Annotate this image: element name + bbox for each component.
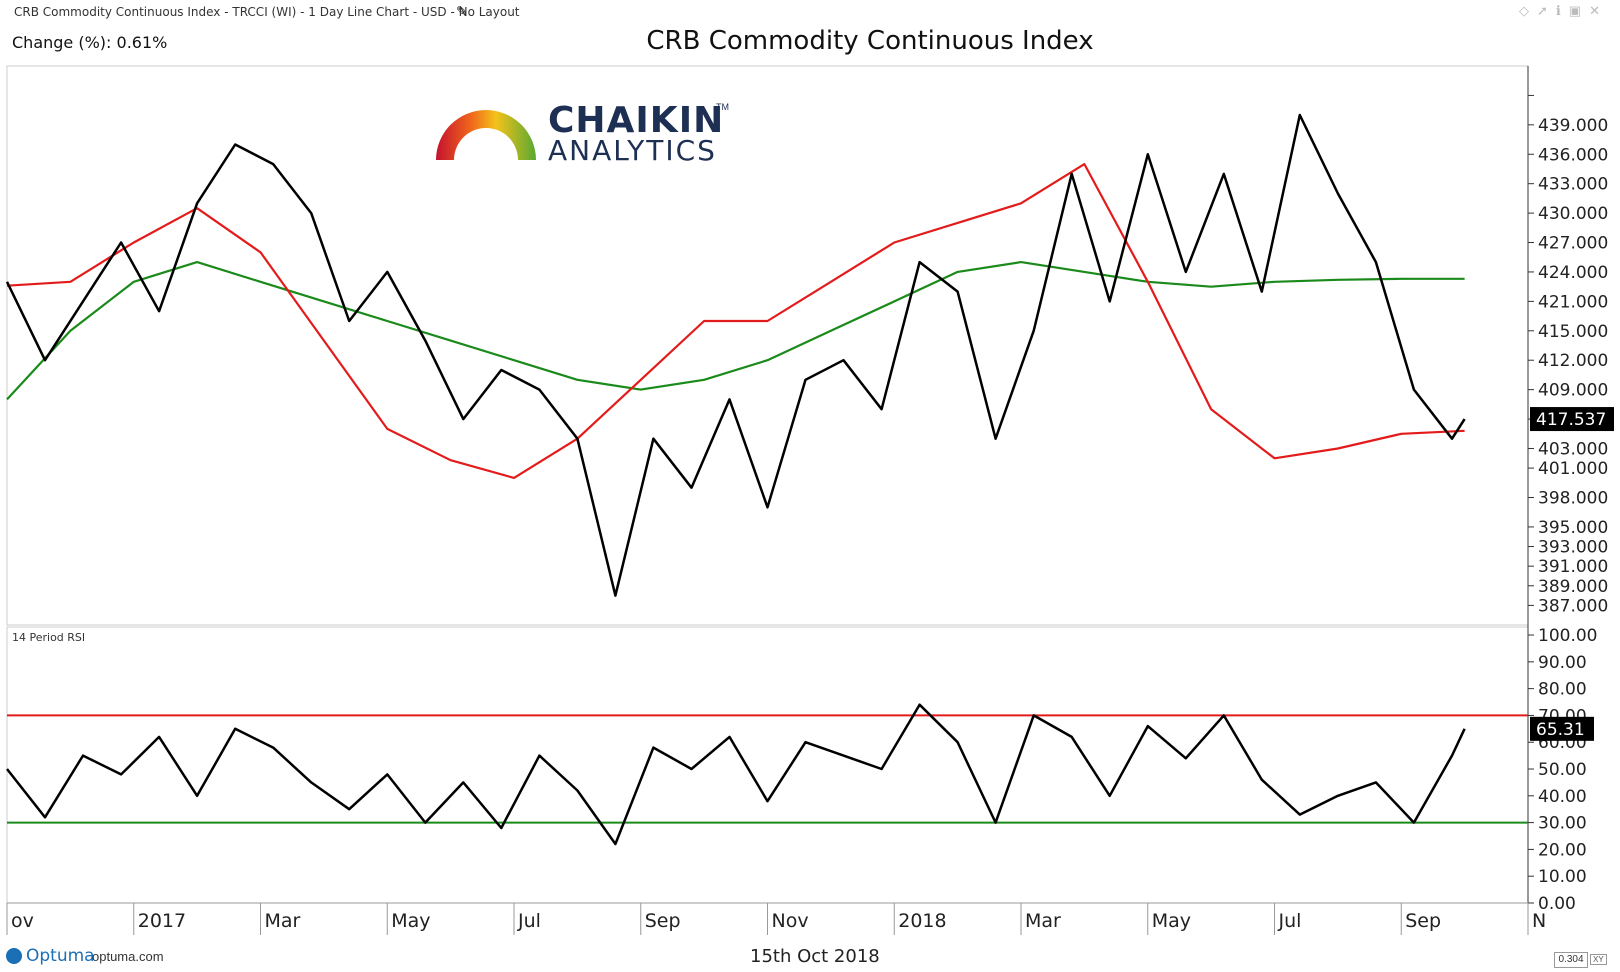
chart-title: CRB Commodity Continuous Index <box>646 26 1094 56</box>
price-y-tick-label: 387.000 <box>1538 596 1608 616</box>
rsi-y-tick-label: 50.00 <box>1538 760 1587 780</box>
rsi-y-tick-label: 90.00 <box>1538 653 1587 673</box>
rsi-last-value: 65.31 <box>1536 720 1585 740</box>
x-axis-tick-label: N <box>1532 910 1546 932</box>
logo-text: CHAIKIN <box>548 100 725 141</box>
x-axis-tick-label: ov <box>11 910 34 932</box>
window-icon[interactable]: ▣ <box>1568 3 1590 18</box>
optuma-brand: Optuma <box>26 946 95 966</box>
ma_fast-line <box>6 163 1465 479</box>
price-y-tick-label: 421.000 <box>1538 292 1608 312</box>
price-y-tick-label: 391.000 <box>1538 557 1608 577</box>
price-y-tick-label: 427.000 <box>1538 234 1608 254</box>
price-y-tick-label: 433.000 <box>1538 175 1608 195</box>
price-y-tick-label: 398.000 <box>1538 489 1608 509</box>
close-icon[interactable]: ✕ <box>1589 3 1608 18</box>
rsi-y-tick-label: 30.00 <box>1538 814 1587 834</box>
price-line <box>5 113 1466 597</box>
x-axis-tick-label: Nov <box>772 910 809 932</box>
x-axis-tick-label: Mar <box>265 910 301 932</box>
price-y-tick-label: 389.000 <box>1538 577 1608 597</box>
price-y-tick-label: 412.000 <box>1538 351 1608 371</box>
x-axis-tick-label: 2018 <box>898 910 946 932</box>
x-axis-tick-label: Mar <box>1025 910 1061 932</box>
price-y-tick-label: 409.000 <box>1538 381 1608 401</box>
pencil-icon[interactable]: ✎ <box>456 3 468 19</box>
optuma-logo-icon <box>6 948 22 964</box>
optuma-link[interactable]: optuma.com <box>92 949 164 964</box>
rsi-panel-label: 14 Period RSI <box>12 631 85 644</box>
ma_slow-line <box>6 261 1465 401</box>
x-axis-tick-label: Jul <box>1278 910 1302 932</box>
scale-input[interactable]: 0.304 <box>1554 952 1588 968</box>
rsi-panel-frame <box>6 626 1529 904</box>
chart-header: CRB Commodity Continuous Index - TRCCI (… <box>0 0 1620 28</box>
rsi-y-tick-label: 40.00 <box>1538 787 1587 807</box>
x-axis-tick-label: 2017 <box>138 910 186 932</box>
pin-icon[interactable]: ➚ <box>1536 3 1556 18</box>
rsi-line <box>6 703 1466 846</box>
rsi-y-tick-label: 80.00 <box>1538 680 1587 700</box>
rsi-y-tick-label: 0.00 <box>1538 894 1576 914</box>
footer-date: 15th Oct 2018 <box>750 946 880 967</box>
rsi-y-tick-label: 10.00 <box>1538 867 1587 887</box>
x-axis-tick-label: Sep <box>645 910 681 932</box>
price-y-tick-label: 403.000 <box>1538 439 1608 459</box>
rsi-y-tick-label: 100.00 <box>1538 626 1597 646</box>
scale-xy-button[interactable]: XY <box>1590 954 1607 965</box>
logo-trademark: TM <box>716 102 729 112</box>
price-y-tick-label: 436.000 <box>1538 145 1608 165</box>
rsi-y-tick-label: 20.00 <box>1538 840 1587 860</box>
price-y-tick-label: 401.000 <box>1538 459 1608 479</box>
chart-description: CRB Commodity Continuous Index - TRCCI (… <box>14 5 520 19</box>
info-icon[interactable]: ℹ <box>1555 3 1569 18</box>
x-axis-tick-label: May <box>391 910 430 932</box>
price-y-tick-label: 415.000 <box>1538 322 1608 342</box>
price-y-tick-label: 439.000 <box>1538 116 1608 136</box>
rsi-last-value-box <box>1530 716 1594 741</box>
x-axis-tick-label: May <box>1152 910 1191 932</box>
chaikin-logo: CHAIKIN TM ANALYTICS <box>430 100 730 170</box>
price-last-value-box <box>1530 407 1614 432</box>
price-last-value: 417.537 <box>1536 410 1606 430</box>
x-axis-tick-label: Jul <box>517 910 541 932</box>
change-percent: Change (%): 0.61% <box>12 33 168 52</box>
footer: Optuma optuma.com 15th Oct 2018 0.304 XY <box>0 940 1620 972</box>
price-y-tick-label: 393.000 <box>1538 538 1608 558</box>
price-y-tick-label: 424.000 <box>1538 263 1608 283</box>
price-y-tick-label: 395.000 <box>1538 518 1608 538</box>
price-y-tick-label: 430.000 <box>1538 204 1608 224</box>
price-panel-frame <box>6 65 1529 626</box>
gauge-logo-icon <box>436 110 536 160</box>
x-axis-tick-label: Sep <box>1405 910 1441 932</box>
logo-subtext: ANALYTICS <box>548 134 717 167</box>
diamond-icon[interactable]: ◇ <box>1518 3 1537 18</box>
window-controls: ◇➚ℹ▣✕ <box>1519 3 1608 19</box>
